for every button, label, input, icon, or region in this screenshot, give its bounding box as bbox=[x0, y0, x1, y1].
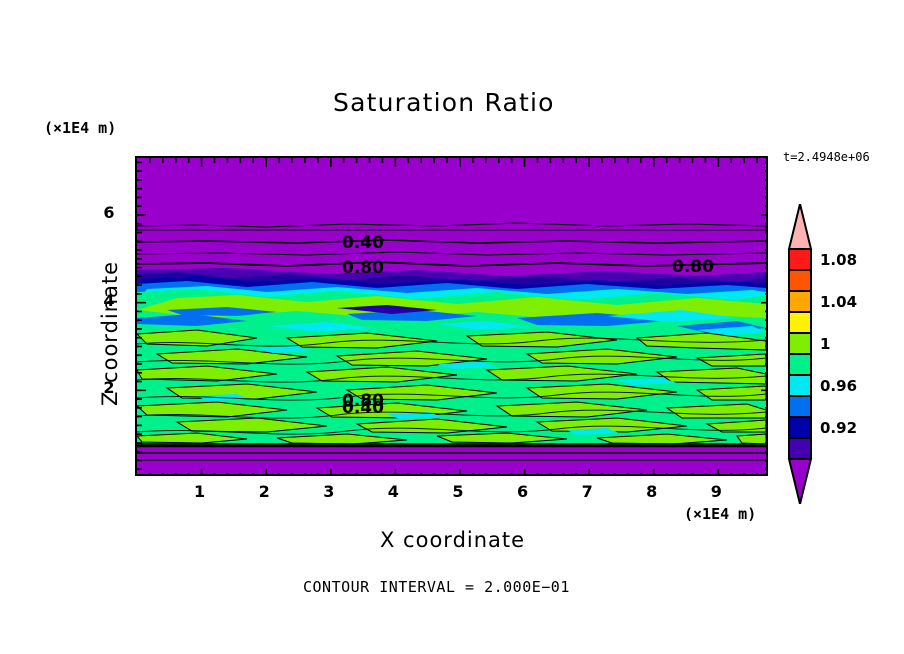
colorbar-label: 1 bbox=[820, 334, 831, 353]
colorbar-label: 0.96 bbox=[820, 376, 858, 395]
y-axis-unit-label: (×1E4 m) bbox=[44, 119, 117, 137]
contour-field: 0.40 0.80 0.80 0.80 0.40 bbox=[137, 158, 766, 474]
x-tick-label: 9 bbox=[710, 482, 722, 501]
x-axis-unit-label: (×1E4 m) bbox=[684, 505, 757, 523]
time-annotation: t=2.4948e+06 bbox=[783, 150, 870, 164]
y-tick-label: 6 bbox=[103, 202, 115, 222]
contour-plot-area: 0.40 0.80 0.80 0.80 0.40 bbox=[135, 156, 768, 476]
colorbar-band bbox=[788, 417, 812, 438]
contour-label-group: 0.40 0.80 0.80 0.80 0.40 bbox=[342, 233, 714, 418]
y-tick-label: 4 bbox=[103, 290, 115, 310]
x-tick-label: 6 bbox=[516, 482, 529, 501]
x-tick-label: 1 bbox=[194, 482, 206, 501]
colorbar-band bbox=[788, 375, 812, 396]
x-tick-label: 5 bbox=[452, 482, 464, 501]
x-tick-label: 7 bbox=[581, 482, 593, 501]
colorbar-caps bbox=[787, 204, 813, 504]
contour-label: 0.80 bbox=[672, 257, 714, 277]
colorbar-label: 1.04 bbox=[820, 292, 858, 311]
colorbar-band bbox=[788, 249, 812, 270]
colorbar-label: 0.92 bbox=[820, 418, 858, 437]
colorbar-bottom-arrow bbox=[787, 458, 813, 504]
colorbar bbox=[786, 204, 814, 504]
contour-label: 0.40 bbox=[342, 398, 384, 418]
contour-interval-caption: CONTOUR INTERVAL = 2.000E−01 bbox=[303, 578, 570, 596]
colorbar-band bbox=[788, 312, 812, 333]
contour-label: 0.40 bbox=[342, 233, 384, 253]
colorbar-band bbox=[788, 333, 812, 354]
x-tick-label: 3 bbox=[323, 482, 335, 501]
colorbar-band bbox=[788, 438, 812, 459]
colorbar-bands bbox=[788, 249, 812, 459]
colorbar-band bbox=[788, 270, 812, 291]
x-tick-label: 2 bbox=[258, 482, 270, 501]
x-tick-label: 4 bbox=[387, 482, 399, 501]
colorbar-band bbox=[788, 396, 812, 417]
colorbar-top-arrow bbox=[787, 204, 813, 250]
y-tick-label: 2 bbox=[103, 378, 115, 398]
contour-label: 0.80 bbox=[342, 391, 384, 411]
axis-ticks bbox=[137, 158, 766, 474]
x-axis-label: X coordinate bbox=[380, 528, 526, 552]
page-title: Saturation Ratio bbox=[333, 88, 555, 117]
x-tick-label: 8 bbox=[646, 482, 658, 501]
colorbar-label: 1.08 bbox=[820, 250, 858, 269]
contour-label: 0.80 bbox=[342, 258, 384, 278]
colorbar-band bbox=[788, 354, 812, 375]
colorbar-band bbox=[788, 291, 812, 312]
